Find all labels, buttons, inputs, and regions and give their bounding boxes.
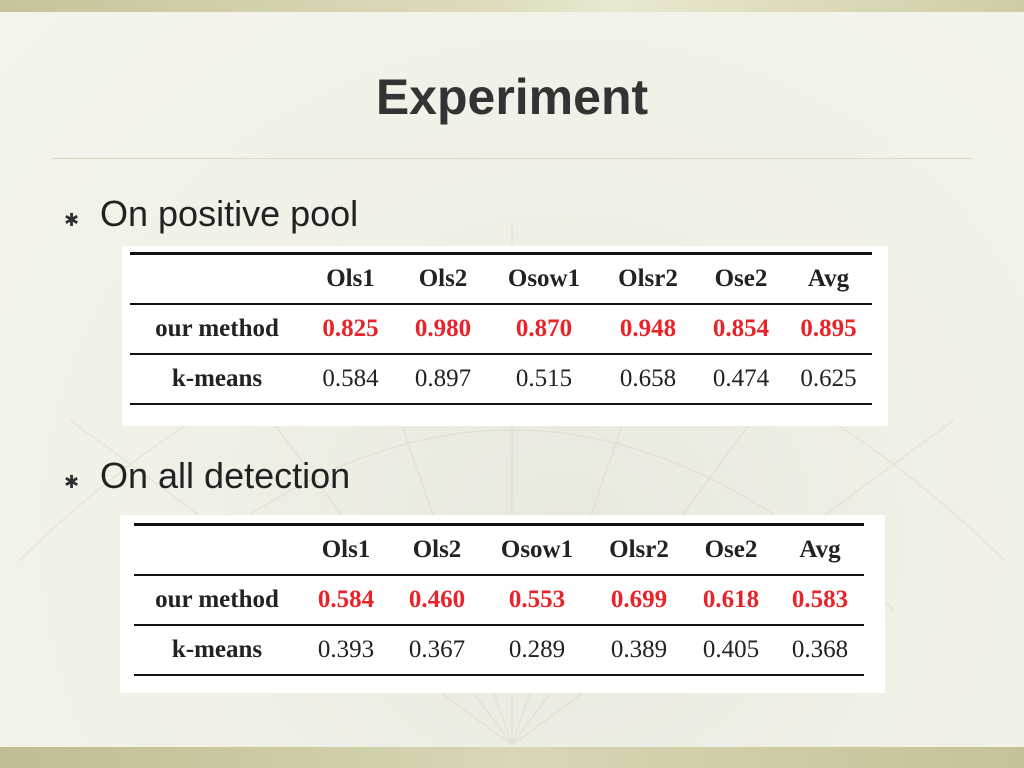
table-cell: 0.584 [322,365,379,392]
header-cell: Ols2 [392,524,482,576]
table-cell: 0.515 [515,365,573,392]
table-all-detection-card: Ols1 Ols2 Osow1 Olsr2 Ose2 Avg our metho… [120,515,885,693]
table-cell: 0.658 [619,365,677,392]
asterisk-bullet-icon: ✱ [64,472,80,492]
table-header-row: Ols1 Ols2 Osow1 Olsr2 Ose2 Avg [134,524,864,576]
header-cell: Avg [785,253,872,305]
table-cell: 0.870 [489,304,599,355]
header-cell: Ols2 [397,253,489,305]
header-cell [134,524,300,576]
header-cell: Olsr2 [592,524,686,576]
header-cell: Ose2 [686,524,776,576]
table-cell: 0.583 [776,575,864,626]
bullet-positive-pool: On positive pool [100,193,359,234]
table-cell: 0.618 [686,575,776,626]
table-all-detection: Ols1 Ols2 Osow1 Olsr2 Ose2 Avg our metho… [134,523,864,676]
header-cell: Osow1 [489,253,599,305]
row-label: our method [134,575,300,626]
table-cell: 0.699 [592,575,686,626]
table-cell: 0.854 [697,304,785,355]
row-label: k-means [171,636,263,663]
header-cell: Ose2 [697,253,785,305]
header-cell: Avg [776,524,864,576]
table-positive-pool-card: Ols1 Ols2 Osow1 Olsr2 Ose2 Avg our metho… [122,246,888,426]
row-label: our method [130,304,304,355]
table-cell: 0.825 [304,304,397,355]
row-label: k-means [171,365,263,392]
table-cell: 0.584 [300,575,392,626]
header-cell: Ols1 [304,253,397,305]
bottom-decorative-band [0,747,1024,768]
title-divider [52,158,972,159]
table-row: our method 0.825 0.980 0.870 0.948 0.854… [130,304,872,355]
table-cell: 0.367 [408,636,466,663]
slide-title: Experiment [375,69,649,125]
table-row: k-means 0.584 0.897 0.515 0.658 0.474 0.… [130,354,872,404]
table-positive-pool: Ols1 Ols2 Osow1 Olsr2 Ose2 Avg our metho… [130,252,872,405]
table-cell: 0.368 [791,636,849,663]
table-cell: 0.895 [785,304,872,355]
table-cell: 0.289 [508,636,566,663]
bullet-all-detection: On all detection [100,455,351,496]
header-cell: Ols1 [300,524,392,576]
asterisk-bullet-icon: ✱ [64,210,80,230]
top-decorative-band [0,0,1024,12]
table-cell: 0.393 [317,636,375,663]
header-cell: Osow1 [482,524,592,576]
table-cell: 0.405 [702,636,760,663]
table-cell: 0.389 [610,636,668,663]
table-header-row: Ols1 Ols2 Osow1 Olsr2 Ose2 Avg [130,253,872,305]
table-cell: 0.897 [414,365,472,392]
table-cell: 0.625 [800,365,857,392]
header-cell [130,253,304,305]
table-row: our method 0.584 0.460 0.553 0.699 0.618… [134,575,864,626]
table-cell: 0.980 [397,304,489,355]
table-cell: 0.474 [712,365,770,392]
table-row: k-means 0.393 0.367 0.289 0.389 0.405 0.… [134,625,864,675]
header-cell: Olsr2 [599,253,697,305]
table-cell: 0.460 [392,575,482,626]
table-cell: 0.948 [599,304,697,355]
table-cell: 0.553 [482,575,592,626]
